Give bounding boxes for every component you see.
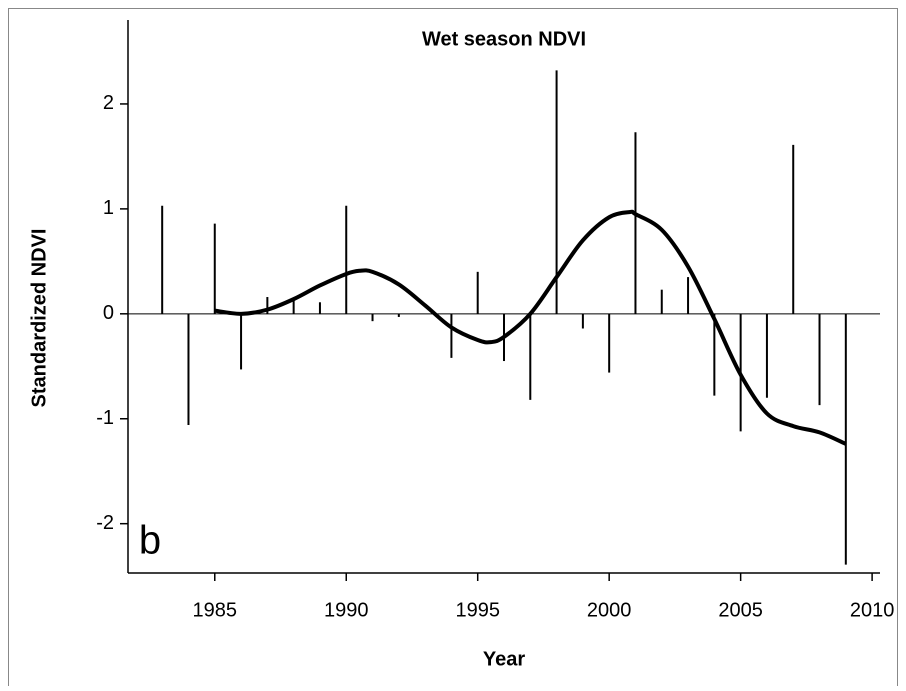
smooth-curve — [214, 209, 847, 446]
y-axis-label: Standardized NDVI — [28, 229, 50, 408]
y-tick-label: -2 — [96, 512, 114, 534]
x-tick-label: 2000 — [587, 599, 632, 621]
chart-title: Wet season NDVI — [422, 28, 586, 50]
x-tick-label: 1990 — [324, 599, 369, 621]
y-tick-label: 2 — [103, 92, 114, 114]
y-tick-label: 1 — [103, 197, 114, 219]
y-tick-label: -1 — [96, 407, 114, 429]
x-tick-label: 2010 — [850, 599, 895, 621]
x-tick-label: 2005 — [718, 599, 763, 621]
x-tick-label: 1985 — [193, 599, 238, 621]
y-tick-label: 0 — [103, 302, 114, 324]
x-tick-label: 1995 — [455, 599, 500, 621]
frame — [8, 8, 898, 691]
x-axis-label: Year — [483, 648, 525, 670]
panel-label: b — [139, 519, 161, 563]
